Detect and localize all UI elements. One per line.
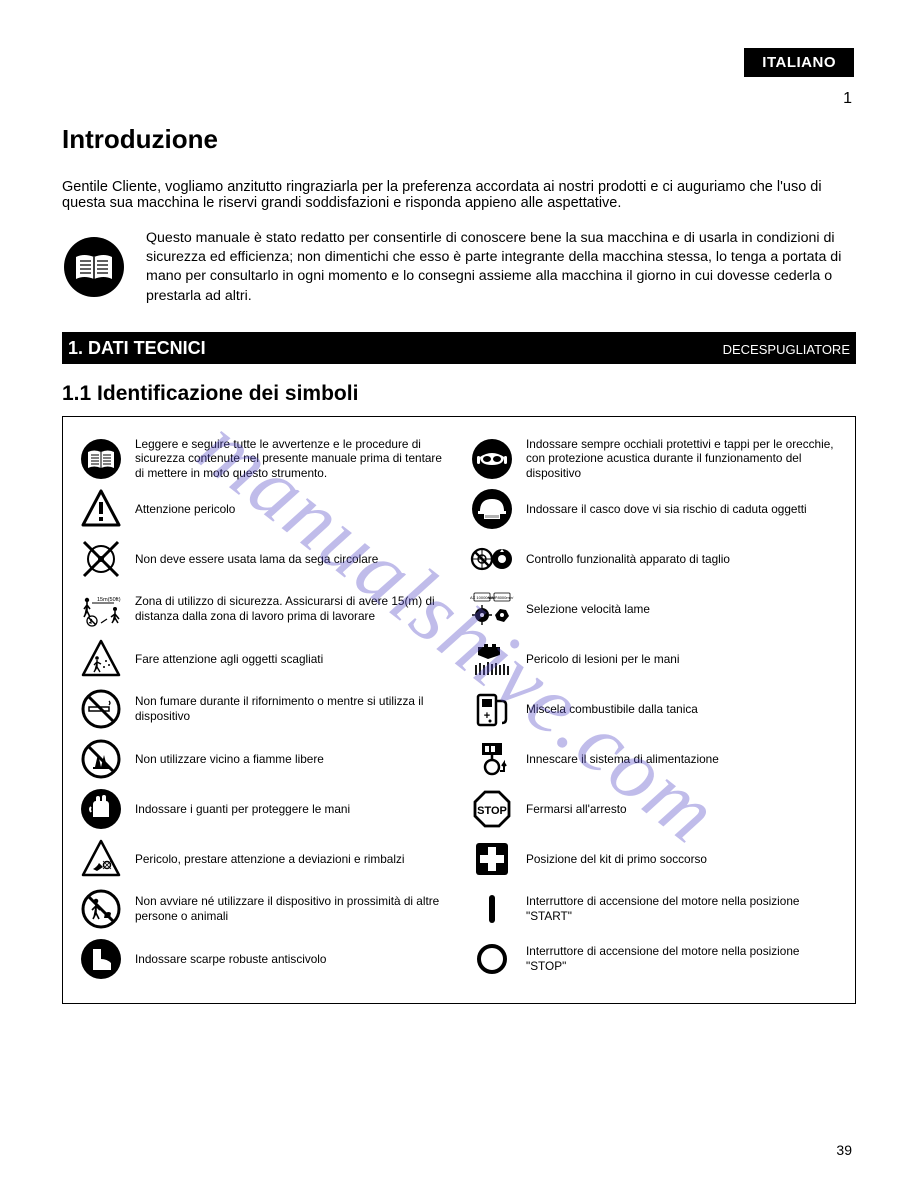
symbol-label: Leggere e seguire tutte le avvertenze e … xyxy=(135,437,448,481)
symbol-row: Indossare i guanti per proteggere le man… xyxy=(79,787,448,831)
symbol-row: 15m(50ft) Zona di utilizzo di sicurezza. … xyxy=(79,587,448,631)
section-product: DECESPUGLIATORE xyxy=(723,342,850,357)
symbol-label: Controllo funzionalità apparato di tagli… xyxy=(526,552,730,567)
warning-triangle-icon xyxy=(79,487,123,531)
boots-icon xyxy=(79,937,123,981)
symbol-label: Fermarsi all'arresto xyxy=(526,802,627,817)
symbol-row: Fare attenzione agli oggetti scagliati xyxy=(79,637,448,681)
symbol-label: Indossare scarpe robuste antiscivolo xyxy=(135,952,326,967)
symbol-row: Indossare scarpe robuste antiscivolo xyxy=(79,937,448,981)
section-bar: 1. DATI TECNICI DECESPUGLIATORE xyxy=(62,332,856,364)
symbol-label: Pericolo, prestare attenzione a deviazio… xyxy=(135,852,405,867)
symbol-label: Innescare il sistema di alimentazione xyxy=(526,752,719,767)
symbol-row: Interruttore di accensione del motore ne… xyxy=(470,937,839,981)
symbol-row: Indossare il casco dove vi sia rischio d… xyxy=(470,487,839,531)
book-icon xyxy=(62,235,126,299)
no-damaged-discs-icon xyxy=(470,537,514,581)
primer-bulb-icon xyxy=(470,737,514,781)
symbol-label: Non fumare durante il rifornimento o men… xyxy=(135,694,448,723)
symbol-label: Indossare sempre occhiali protettivi e t… xyxy=(526,437,839,481)
symbol-row: Controllo funzionalità apparato di tagli… xyxy=(470,537,839,581)
symbol-label: Interruttore di accensione del motore ne… xyxy=(526,894,839,923)
language-tag: ITALIANO xyxy=(744,48,854,77)
intro-paragraph: Gentile Cliente, vogliamo anzitutto ring… xyxy=(62,179,856,211)
page-root: manualshive.com ITALIANO 1 Introduzione … xyxy=(0,0,918,1188)
page-number-top: 1 xyxy=(843,90,852,108)
hand-injury-grass-icon xyxy=(470,637,514,681)
symbol-row: + Miscela combustibile dalla tanica xyxy=(470,687,839,731)
no-open-flame-icon xyxy=(79,737,123,781)
symbol-row: Non avviare né utilizzare il dispositivo… xyxy=(79,887,448,931)
symbol-column-right: Indossare sempre occhiali protettivi e t… xyxy=(470,431,839,987)
symbol-label: Zona di utilizzo di sicurezza. Assicurar… xyxy=(135,594,448,623)
symbol-label: Miscela combustibile dalla tanica xyxy=(526,702,698,717)
book-icon xyxy=(79,437,123,481)
symbol-column-left: Leggere e seguire tutte le avvertenze e … xyxy=(79,431,448,987)
manual-text: Questo manuale è stato redatto per conse… xyxy=(146,229,856,306)
distance-15m-icon: 15m(50ft) xyxy=(79,587,123,631)
page-number-bottom: 39 xyxy=(836,1142,852,1158)
symbol-row: Innescare il sistema di alimentazione xyxy=(470,737,839,781)
off-switch-icon xyxy=(470,937,514,981)
section-number: 1. DATI TECNICI xyxy=(68,338,206,359)
symbol-label: Non utilizzare vicino a fiamme libere xyxy=(135,752,324,767)
ident-heading: 1.1 Identificazione dei simboli xyxy=(62,382,856,406)
symbol-row: Non utilizzare vicino a fiamme libere xyxy=(79,737,448,781)
symbol-row: Posizione del kit di primo soccorso xyxy=(470,837,839,881)
gloves-icon xyxy=(79,787,123,831)
symbol-row: Non deve essere usata lama da sega circo… xyxy=(79,537,448,581)
goggles-ear-protection-icon xyxy=(470,437,514,481)
symbol-label: Selezione velocità lame xyxy=(526,602,650,617)
symbol-label: Indossare il casco dove vi sia rischio d… xyxy=(526,502,807,517)
svg-text:MAX 8000min⁻¹: MAX 8000min⁻¹ xyxy=(488,595,514,600)
svg-text:15m(50ft): 15m(50ft) xyxy=(97,597,121,603)
symbol-label: Attenzione pericolo xyxy=(135,502,235,517)
first-aid-icon xyxy=(470,837,514,881)
svg-text:STOP: STOP xyxy=(477,805,507,817)
symbol-label: Non avviare né utilizzare il dispositivo… xyxy=(135,894,448,923)
blade-rpm-icon: MAX 10000min⁻¹MAX 8000min⁻¹ xyxy=(470,587,514,631)
on-switch-icon xyxy=(470,887,514,931)
helmet-icon xyxy=(470,487,514,531)
symbol-row: Attenzione pericolo xyxy=(79,487,448,531)
symbol-row: Non fumare durante il rifornimento o men… xyxy=(79,687,448,731)
saw-blade-cross-icon xyxy=(79,537,123,581)
fuel-pump-icon: + xyxy=(470,687,514,731)
symbol-row: STOP Fermarsi all'arresto xyxy=(470,787,839,831)
symbol-label: Indossare i guanti per proteggere le man… xyxy=(135,802,350,817)
symbol-row: Leggere e seguire tutte le avvertenze e … xyxy=(79,437,448,481)
symbol-label: Posizione del kit di primo soccorso xyxy=(526,852,707,867)
symbol-row: Interruttore di accensione del motore ne… xyxy=(470,887,839,931)
symbol-label: Non deve essere usata lama da sega circo… xyxy=(135,552,378,567)
manual-row: Questo manuale è stato redatto per conse… xyxy=(62,229,856,306)
symbol-row: Pericolo di lesioni per le mani xyxy=(470,637,839,681)
intro-heading: Introduzione xyxy=(62,124,856,155)
symbol-label: Interruttore di accensione del motore ne… xyxy=(526,944,839,973)
symbol-row: Indossare sempre occhiali protettivi e t… xyxy=(470,437,839,481)
symbol-label: Fare attenzione agli oggetti scagliati xyxy=(135,652,323,667)
symbol-row: MAX 10000min⁻¹MAX 8000min⁻¹ Selezione vel… xyxy=(470,587,839,631)
symbol-box: Leggere e seguire tutte le avvertenze e … xyxy=(62,416,856,1004)
thrown-objects-triangle-icon xyxy=(79,637,123,681)
keep-bystanders-away-icon xyxy=(79,887,123,931)
symbol-row: Pericolo, prestare attenzione a deviazio… xyxy=(79,837,448,881)
symbol-label: Pericolo di lesioni per le mani xyxy=(526,652,679,667)
no-smoking-icon xyxy=(79,687,123,731)
foot-contact-triangle-icon xyxy=(79,837,123,881)
stop-sign-icon: STOP xyxy=(470,787,514,831)
